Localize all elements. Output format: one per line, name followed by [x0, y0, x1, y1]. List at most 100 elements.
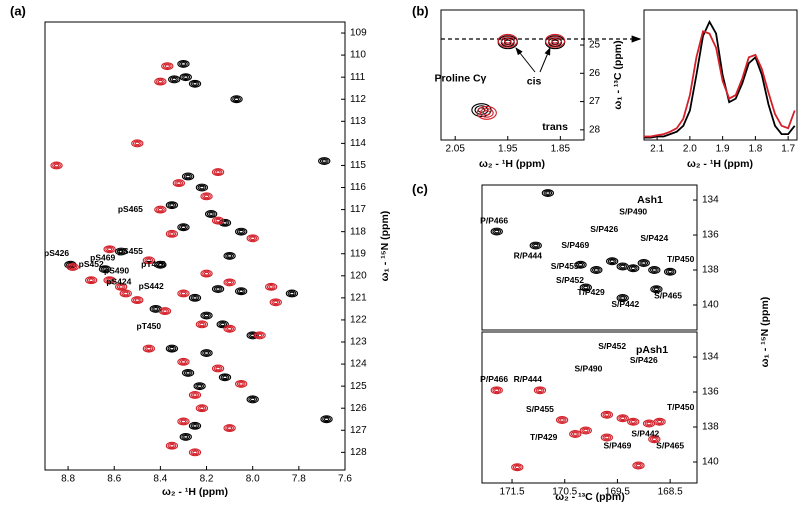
contour [160, 308, 170, 315]
contour [154, 77, 167, 86]
peak [168, 75, 181, 84]
contour [64, 260, 77, 269]
peak [200, 311, 213, 320]
contour [177, 417, 190, 426]
contour [226, 326, 233, 331]
contour [602, 434, 612, 441]
contour [179, 224, 188, 231]
peak [235, 287, 248, 296]
x-tick-label: 7.8 [292, 474, 306, 485]
contour [511, 463, 524, 472]
y-tick-label: 118 [350, 226, 366, 237]
contour [620, 416, 626, 421]
y-tick-label: 134 [702, 352, 719, 363]
panel-label: (c) [412, 181, 428, 196]
peak [193, 382, 206, 391]
peak [177, 417, 190, 426]
peak [181, 368, 195, 377]
contour [600, 433, 614, 442]
contour [169, 76, 179, 83]
contour [188, 448, 202, 457]
peak [177, 357, 190, 366]
contour [196, 384, 203, 388]
peak [490, 386, 503, 395]
contour [211, 168, 225, 177]
contour [593, 268, 600, 272]
peak-label: S/P469 [603, 441, 631, 451]
peak [265, 282, 278, 291]
x-tick-label: 1.95 [498, 144, 518, 155]
contour [162, 63, 172, 70]
contour [529, 241, 542, 250]
contour [179, 290, 188, 297]
contour [193, 382, 206, 391]
contour [663, 267, 677, 276]
contour [85, 276, 98, 285]
contour [134, 141, 140, 146]
contour [225, 253, 235, 259]
peak [165, 201, 179, 210]
peak [179, 73, 192, 82]
peak [154, 260, 167, 269]
peak [663, 267, 677, 276]
peak-label: S/P452 [556, 275, 584, 285]
peak [195, 320, 209, 329]
contour [88, 278, 94, 283]
contour [153, 307, 159, 311]
contour [577, 262, 584, 267]
x-tick-label: 8.6 [107, 474, 121, 485]
peak [529, 241, 542, 250]
contour [180, 419, 187, 424]
x-tick-label: 8.4 [153, 474, 167, 485]
contour [181, 74, 191, 81]
contour [600, 410, 614, 419]
contour [246, 234, 259, 243]
x-tick-label: 1.8 [748, 144, 762, 155]
contour [233, 97, 240, 102]
peak-label: P/P466 [480, 215, 508, 225]
contour [285, 289, 299, 298]
contour [246, 331, 259, 340]
contour [181, 172, 195, 181]
peak [165, 344, 179, 353]
contour [183, 173, 193, 180]
peak [188, 293, 202, 302]
plot-frame [481, 184, 698, 331]
peak [211, 216, 225, 225]
peak [211, 285, 225, 293]
contour [115, 282, 128, 291]
contour [142, 344, 155, 353]
peak [103, 276, 116, 285]
contour [606, 257, 619, 266]
contour [583, 428, 589, 433]
contour [155, 261, 165, 268]
contour [238, 229, 244, 234]
contour [248, 235, 258, 242]
contour [192, 393, 198, 397]
peak [632, 461, 645, 470]
contour [537, 388, 543, 393]
contour [188, 79, 202, 88]
contour [235, 287, 248, 296]
contour [514, 465, 520, 470]
contour [650, 285, 663, 294]
contour [213, 365, 223, 372]
peak [165, 441, 179, 450]
contour [651, 437, 657, 442]
peak-label: P/P466 [480, 374, 508, 384]
contour [266, 283, 276, 290]
contour [635, 463, 642, 468]
contour [627, 264, 640, 273]
contour [574, 260, 587, 269]
contour [653, 287, 660, 292]
contour [474, 105, 489, 115]
contour [190, 449, 200, 456]
peak-label: cis [527, 76, 542, 88]
contour [236, 288, 246, 295]
contour [213, 217, 223, 224]
contour [53, 163, 60, 168]
contour [188, 391, 202, 399]
contour [639, 260, 649, 266]
contour [146, 258, 152, 263]
